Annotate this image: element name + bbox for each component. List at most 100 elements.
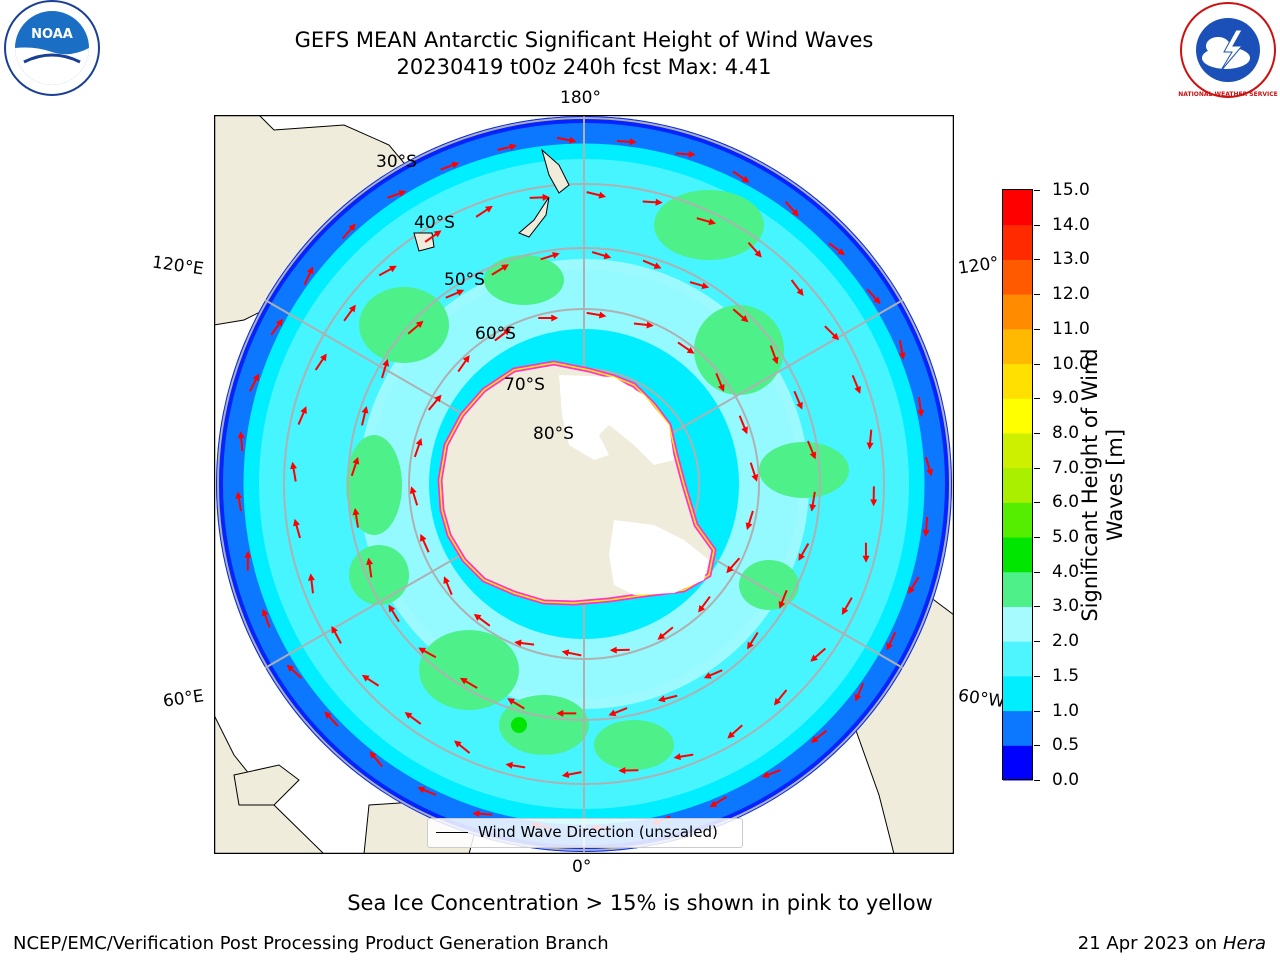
wave-direction-arrowhead [727, 731, 735, 739]
colorbar-tick [1034, 537, 1040, 539]
colorbar-tick-label: 14.0 [1052, 214, 1090, 235]
wave-direction-arrowhead [688, 150, 696, 158]
wave-direction-arrowhead [741, 175, 750, 183]
wave-direction-arrowhead [361, 674, 370, 682]
wave-direction-arrowhead [809, 504, 817, 512]
lon-label-120w: 120° [956, 253, 1001, 279]
wave-direction-arrowhead [434, 394, 442, 403]
colorbar-band [1003, 502, 1033, 538]
wave-direction-arrowhead [796, 288, 804, 296]
wave-direction-arrowhead [657, 695, 666, 703]
colorbar-band [1003, 398, 1033, 434]
wave-direction-arrowhead [629, 138, 637, 146]
wave-direction-arrowhead [751, 474, 759, 482]
wave-direction-arrowhead [261, 608, 269, 617]
wave-direction-arrowhead [552, 252, 560, 259]
wave-direction-arrowhead [653, 262, 662, 269]
colorbar-tick [1034, 328, 1040, 330]
wave-direction-arrowhead [459, 677, 468, 685]
lat-label-30s: 30°S [376, 152, 417, 172]
wave-direction-arrowhead [561, 649, 570, 657]
colorbar-tick [1034, 780, 1040, 781]
wave-direction-arrowhead [773, 697, 782, 706]
colorbar-tick [1034, 571, 1040, 573]
wave-direction-arrowhead [761, 771, 770, 778]
colorbar-tick [1034, 606, 1040, 608]
wave-direction-arrowhead [509, 143, 517, 151]
lat-label-70s: 70°S [504, 375, 545, 395]
wave-direction-arrowhead [655, 198, 663, 206]
wave-direction-arrowhead [290, 461, 298, 470]
wave-direction-arrowhead [485, 205, 493, 213]
wave-direction-arrowhead [810, 654, 818, 662]
colorbar-tick [1034, 363, 1040, 365]
colorbar-band [1003, 190, 1033, 226]
legend-label: Wind Wave Direction (unscaled) [478, 823, 718, 841]
wave-direction-arrowhead [418, 647, 427, 655]
colorbar-tick-label: 7.0 [1052, 457, 1080, 478]
wave-direction-arrowhead [718, 384, 725, 392]
weddell-ice-shelf [609, 520, 709, 595]
wave-direction-arrowhead [366, 557, 373, 565]
footer-host: Hera [1222, 933, 1266, 954]
lat-label-60s: 60°S [475, 324, 516, 344]
colorbar-tick-label: 5.0 [1052, 527, 1080, 548]
wave-direction-arrowhead [451, 161, 460, 169]
colorbar-band [1003, 606, 1033, 642]
colorbar-tick-label: 8.0 [1052, 422, 1080, 443]
lat-label-80s: 80°S [533, 424, 574, 444]
wave-direction-arrowhead [293, 518, 300, 527]
wave-direction-arrowhead [389, 265, 397, 273]
lon-label-180: 180° [560, 88, 601, 108]
colorbar-tick [1034, 259, 1040, 261]
wave-direction-arrowhead [686, 346, 695, 354]
wave-direction-arrowhead [388, 604, 396, 613]
wave-direction-arrowhead [235, 491, 243, 499]
wave-direction-arrowhead [791, 209, 799, 217]
colorbar-tick-label: 0.0 [1052, 770, 1080, 790]
wave-direction-arrowhead [503, 328, 511, 336]
wave-direction-arrowhead [726, 565, 734, 574]
colorbar-band [1003, 467, 1033, 503]
wave-direction-arrowhead [886, 642, 893, 651]
colorbar-tick [1034, 190, 1040, 191]
sea-ice-caption: Sea Ice Concentration > 15% is shown in … [347, 891, 933, 915]
wave-direction-arrowhead [417, 786, 426, 794]
footer-left: NCEP/EMC/Verification Post Processing Pr… [13, 933, 609, 954]
colorbar-tick [1034, 675, 1040, 677]
colorbar-band [1003, 328, 1033, 365]
national-weather-service-logo: NATIONAL WEATHER SERVICE [1178, 2, 1278, 98]
wave-direction-arrowhead [708, 218, 717, 226]
wave-direction-arrowhead [831, 332, 840, 341]
colorbar-band [1003, 259, 1033, 295]
wave-direction-arrowhead [569, 136, 577, 144]
wave-direction-arrowhead [866, 442, 874, 450]
colorbar-band [1003, 710, 1033, 746]
wave-direction-arrowhead [505, 761, 513, 769]
wave-direction-arrowhead [778, 601, 786, 609]
wave-direction-arrowhead [870, 499, 878, 507]
colorbar-tick [1034, 745, 1040, 747]
lon-label-60w: 60°W [956, 685, 1007, 713]
colorbar-band [1003, 641, 1033, 677]
wave-direction-arrowhead [369, 751, 377, 759]
map-title: GEFS MEAN Antarctic Significant Height o… [294, 28, 874, 52]
wave-direction-arrowhead [854, 386, 861, 394]
wave-direction-arrowhead [244, 550, 252, 558]
wave-direction-arrowhead [352, 507, 360, 516]
wave-direction-arrowhead [854, 693, 862, 702]
lon-label-120e: 120°E [150, 252, 205, 280]
colorbar-tick-label: 6.0 [1052, 492, 1080, 513]
wave-direction-arrowhead [472, 810, 480, 818]
wave-direction-arrowhead [556, 709, 564, 717]
wave-direction-arrowhead [352, 456, 360, 465]
colorbar-tick [1034, 294, 1040, 296]
colorbar-band [1003, 224, 1033, 260]
wave-direction-arrowhead [237, 431, 245, 439]
lon-label-0: 0° [572, 857, 592, 877]
colorbar-band [1003, 675, 1033, 712]
colorbar-label: Significant Height of Wind Waves [m] [1078, 305, 1128, 665]
wave-direction-arrowhead [709, 800, 718, 808]
wave-direction-arrowhead [810, 735, 819, 743]
wave-direction-arrowhead [324, 711, 332, 719]
